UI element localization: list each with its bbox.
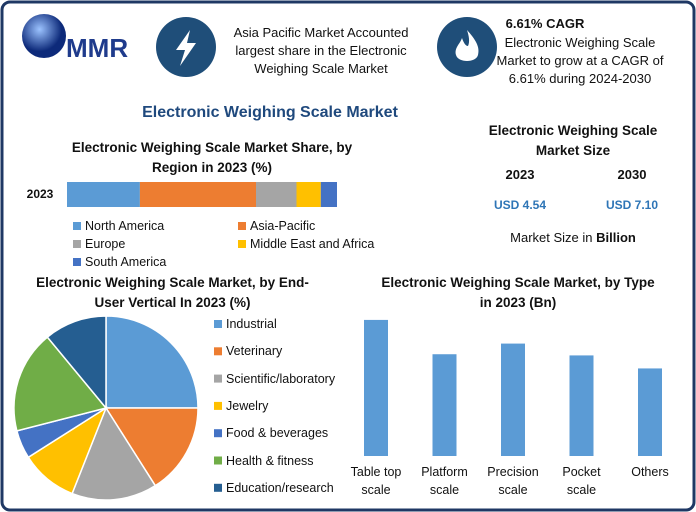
legend-swatch (214, 347, 222, 356)
bar-segment (256, 182, 297, 207)
highlight-title: 6.61% CAGR (505, 16, 585, 31)
bar-segment (67, 182, 140, 207)
size-title: Electronic Weighing Scale Market Size (488, 123, 658, 158)
legend-label: North America (85, 219, 165, 233)
legend-swatch (214, 456, 222, 465)
bar-segment (139, 182, 256, 207)
legend-swatch (73, 240, 81, 248)
unit: Billion (596, 230, 636, 245)
legend-swatch (214, 401, 222, 410)
bar-segment (296, 182, 321, 207)
x-tick-label: Pocket scale (562, 465, 601, 497)
logo-globe (22, 14, 66, 58)
bar-segment (320, 182, 337, 207)
legend-swatch (238, 240, 246, 248)
legend-label: Food & beverages (226, 426, 329, 441)
bar (569, 355, 594, 456)
legend-label: Industrial (226, 317, 277, 331)
bolt-icon (176, 30, 196, 66)
chart-title: Electronic Weighing Scale Market, by End… (36, 275, 309, 310)
legend-label: South America (85, 255, 167, 269)
legend-label: Health & fitness (226, 453, 314, 468)
bar (432, 354, 457, 456)
legend-swatch (73, 222, 81, 230)
year: 2030 (617, 167, 647, 182)
x-tick-label: Precision scale (487, 465, 539, 497)
pie-slice (13, 336, 108, 432)
legend-swatch (73, 258, 81, 266)
bar (638, 368, 662, 456)
bar (501, 343, 525, 456)
year: 2023 (505, 167, 535, 182)
category-label: 2023 (26, 187, 54, 201)
size-value: USD 7.10 (605, 198, 659, 212)
flame-icon (455, 30, 479, 61)
pie-slice (104, 407, 199, 487)
legend-label: Jewelry (226, 398, 269, 413)
size-note: Market Size in Billion (478, 229, 668, 247)
legend-swatch (214, 374, 222, 383)
legend-swatch (214, 483, 222, 492)
x-tick-label: Others (631, 465, 669, 479)
chart-title: Electronic Weighing Scale Market, by Typ… (381, 275, 655, 310)
chart-title: Electronic Weighing Scale Market Share, … (71, 140, 353, 175)
legend-swatch (238, 222, 246, 230)
x-tick-label: Table top scale (350, 465, 402, 497)
highlight: Asia Pacific Market Accounted largest sh… (233, 25, 409, 76)
note: Market Size in (510, 230, 593, 245)
legend-swatch (214, 320, 222, 328)
legend-swatch (214, 429, 222, 438)
pie-slice (71, 406, 157, 501)
bar (364, 319, 388, 456)
legend-label: Middle East and Africa (250, 237, 375, 251)
highlight: Electronic Weighing Scale Market to grow… (496, 35, 664, 86)
pie-slice (105, 315, 199, 409)
main-title: Electronic Weighing Scale Market (142, 104, 398, 121)
x-tick-label: Platform scale (421, 465, 468, 497)
legend-label: Education/research (226, 480, 334, 495)
legend-label: Veterinary (226, 344, 283, 359)
legend-label: Asia-Pacific (250, 219, 316, 233)
legend-label: Europe (85, 237, 126, 251)
size-value: USD 4.54 (493, 198, 547, 212)
pie-slice (46, 315, 107, 411)
legend-label: Scientific/laboratory (226, 371, 336, 386)
logo-text: MMR (66, 33, 129, 63)
